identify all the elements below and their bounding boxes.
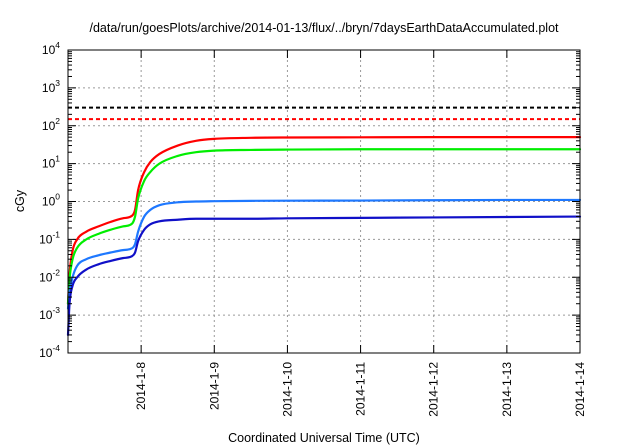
y-tick-label: 10-1	[39, 229, 60, 246]
y-tick-exponent: -1	[52, 229, 60, 239]
y-tick-exponent: 1	[55, 154, 60, 164]
y-tick-exponent: -4	[52, 343, 60, 353]
x-tick-label: 2014-1-14	[573, 362, 587, 417]
y-tick-exponent: -2	[52, 267, 60, 277]
y-tick-label: 10-3	[39, 305, 60, 322]
y-tick-label: 101	[42, 154, 60, 171]
x-axis-ticks: 2014-1-8 2014-1-9 2014-1-10 2014-1-11 2014-1…	[134, 50, 587, 417]
series-line	[66, 215, 582, 337]
reference-lines	[68, 106, 580, 121]
y-tick-label: 104	[42, 40, 60, 57]
y-tick-exponent: 4	[55, 40, 60, 50]
y-tick-exponent: -3	[52, 305, 60, 315]
x-tick-label: 2014-1-12	[427, 362, 441, 417]
y-axis-label: cGy	[13, 189, 27, 212]
series-line	[66, 198, 582, 310]
chart-title: /data/run/goesPlots/archive/2014-01-13/f…	[89, 21, 559, 35]
y-tick-exponent: 0	[55, 192, 60, 202]
x-tick-label: 2014-1-10	[280, 362, 294, 417]
y-tick-label: 10-4	[39, 343, 60, 360]
series-line	[66, 148, 582, 305]
grid-lines	[68, 50, 580, 353]
y-tick-exponent: 3	[55, 78, 60, 88]
y-tick-label: 102	[42, 116, 60, 133]
series-line	[66, 136, 582, 305]
x-tick-label: 2014-1-11	[354, 362, 368, 416]
y-tick-label: 10-2	[39, 267, 60, 284]
x-axis-label: Coordinated Universal Time (UTC)	[228, 431, 420, 445]
y-tick-exponent: 2	[55, 116, 60, 126]
y-tick-label: 103	[42, 78, 60, 95]
x-tick-label: 2014-1-8	[134, 362, 148, 410]
series-lines	[66, 136, 582, 337]
x-tick-label: 2014-1-13	[500, 362, 514, 417]
y-tick-label: 100	[42, 192, 60, 209]
x-tick-label: 2014-1-9	[207, 362, 221, 410]
